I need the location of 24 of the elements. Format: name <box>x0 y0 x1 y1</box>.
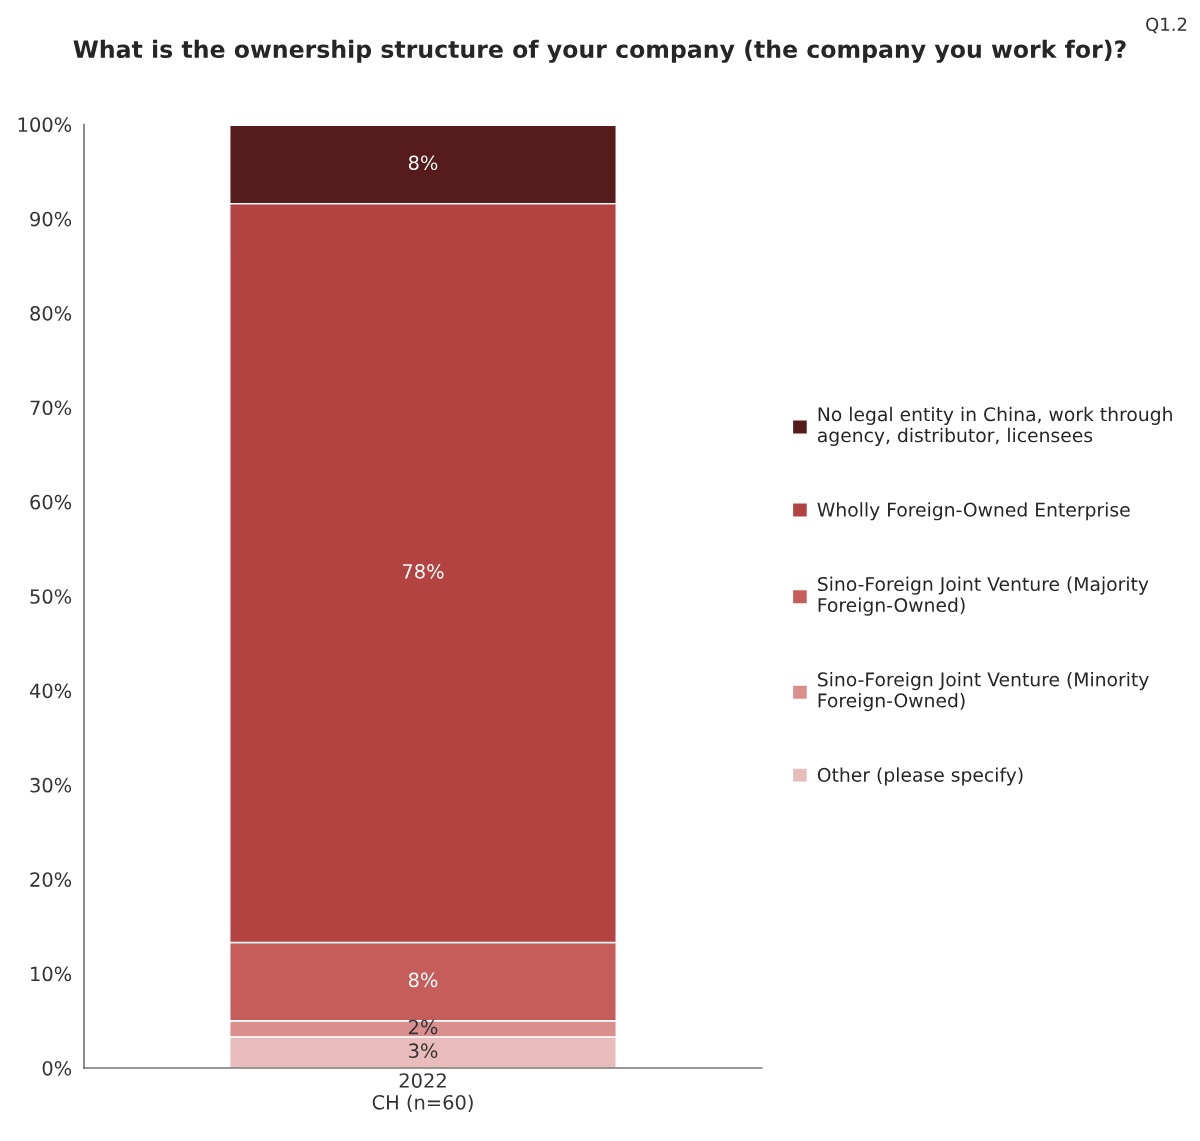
y-tick-label: 10% <box>31 966 72 982</box>
chart-title: What is the ownership structure of your company (the company you work for)? <box>73 39 1126 63</box>
data-label: 3% <box>409 1043 438 1059</box>
y-tick-label: 30% <box>30 777 72 793</box>
legend-label: No legal entity in China, work through agency, distributor, licensees <box>817 406 1172 446</box>
data-label: 8% <box>408 155 438 171</box>
legend-label: Other (please specify) <box>817 767 1023 786</box>
data-label: 8% <box>408 972 438 988</box>
y-tick-label: 20% <box>30 872 72 887</box>
y-tick-label: 0% <box>42 1060 72 1076</box>
y-tick-label: 60% <box>30 494 72 510</box>
y-tick-label: 100% <box>18 117 72 133</box>
y-tick-label: 70% <box>30 400 72 416</box>
y-tick-label: 40% <box>29 683 72 699</box>
x-tick-label: 2022 CH (n=60) <box>372 1073 473 1112</box>
legend-label: Wholly Foreign-Owned Enterprise <box>817 502 1130 521</box>
data-label: 78% <box>402 563 444 579</box>
data-label: 2% <box>409 1019 438 1035</box>
y-tick-label: 90% <box>30 211 72 227</box>
legend-label: Sino-Foreign Joint Venture (Minority Foreign-Owned) <box>818 671 1149 712</box>
legend-label: Sino-Foreign Joint Venture (Majority Foreign-Owned) <box>818 576 1149 616</box>
y-tick-label: 50% <box>30 589 72 604</box>
text: Q1.2 <box>1146 17 1187 34</box>
y-tick-label: 80% <box>30 306 72 321</box>
